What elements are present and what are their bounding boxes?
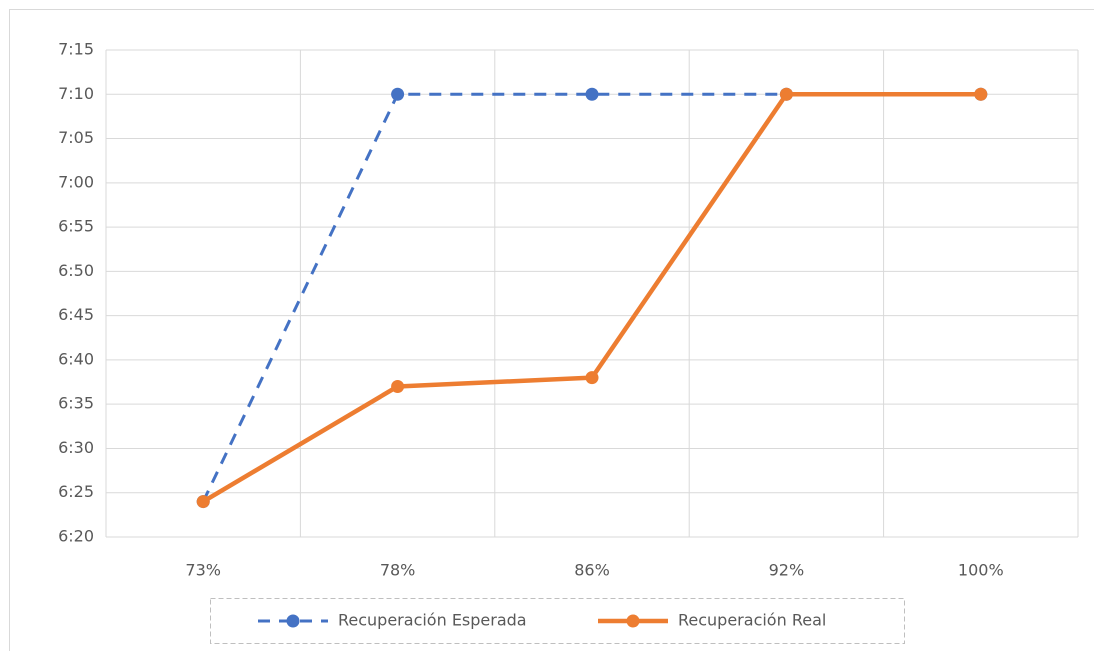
legend-box	[210, 598, 905, 644]
x-tick-label: 86%	[574, 561, 610, 580]
y-tick-label: 7:05	[58, 128, 94, 147]
legend-label: Recuperación Esperada	[338, 611, 527, 630]
y-tick-label: 6:40	[58, 349, 94, 368]
marker	[779, 87, 793, 101]
y-tick-label: 6:50	[58, 261, 94, 280]
series-line	[202, 92, 981, 504]
y-tick-label: 6:45	[58, 305, 94, 324]
y-tick-label: 6:25	[58, 482, 94, 501]
y-tick-label: 7:00	[58, 172, 94, 191]
marker	[585, 87, 599, 101]
marker	[391, 379, 405, 393]
y-tick-label: 6:30	[58, 438, 94, 457]
series-line	[201, 92, 981, 503]
legend-marker	[286, 614, 300, 628]
marker	[585, 371, 599, 385]
x-tick-label: 92%	[769, 561, 805, 580]
marker	[974, 87, 988, 101]
legend-label: Recuperación Real	[678, 611, 826, 630]
y-tick-label: 7:15	[58, 40, 94, 59]
legend-marker	[626, 614, 640, 628]
x-tick-label: 73%	[185, 561, 221, 580]
y-tick-label: 6:20	[58, 527, 94, 546]
marker	[196, 495, 210, 509]
chart-frame	[9, 9, 1094, 651]
y-tick-label: 7:10	[58, 84, 94, 103]
x-tick-label: 100%	[958, 561, 1004, 580]
x-tick-label: 78%	[380, 561, 416, 580]
y-tick-label: 6:35	[58, 394, 94, 413]
y-tick-label: 6:55	[58, 217, 94, 236]
marker	[391, 87, 405, 101]
